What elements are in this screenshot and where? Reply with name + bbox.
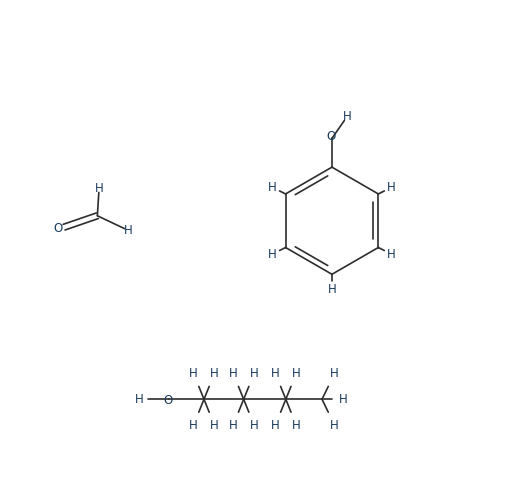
Text: H: H bbox=[210, 419, 219, 432]
Text: H: H bbox=[229, 367, 238, 380]
Text: H: H bbox=[330, 419, 339, 432]
Text: O: O bbox=[54, 222, 63, 235]
Text: H: H bbox=[271, 367, 280, 380]
Text: H: H bbox=[250, 419, 258, 432]
Text: H: H bbox=[124, 224, 133, 237]
Text: O: O bbox=[326, 130, 336, 143]
Text: H: H bbox=[343, 110, 352, 123]
Text: H: H bbox=[210, 367, 219, 380]
Text: H: H bbox=[271, 419, 280, 432]
Text: H: H bbox=[268, 248, 277, 261]
Text: H: H bbox=[330, 367, 339, 380]
Text: H: H bbox=[387, 181, 396, 194]
Text: H: H bbox=[268, 181, 277, 194]
Text: H: H bbox=[94, 182, 103, 195]
Text: H: H bbox=[387, 248, 396, 261]
Text: H: H bbox=[189, 419, 198, 432]
Text: H: H bbox=[292, 367, 300, 380]
Text: H: H bbox=[189, 367, 198, 380]
Text: H: H bbox=[135, 393, 144, 406]
Text: O: O bbox=[164, 394, 173, 407]
Text: H: H bbox=[250, 367, 258, 380]
Text: H: H bbox=[292, 419, 300, 432]
Text: H: H bbox=[229, 419, 238, 432]
Text: H: H bbox=[328, 283, 336, 296]
Text: H: H bbox=[338, 393, 347, 406]
